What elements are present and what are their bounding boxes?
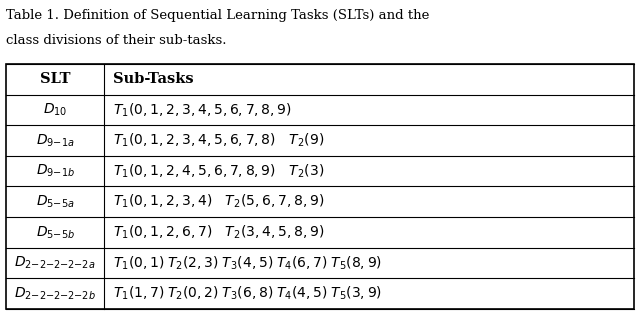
Text: $D_{2\mathrm{-}2\mathrm{-}2\mathrm{-}2\mathrm{-}2b}$: $D_{2\mathrm{-}2\mathrm{-}2\mathrm{-}2\m…	[14, 285, 96, 302]
Text: class divisions of their sub-tasks.: class divisions of their sub-tasks.	[6, 34, 227, 47]
Text: $T_1(0, 1)\; T_2(2, 3)\; T_3(4, 5)\; T_4(6, 7)\; T_5(8, 9)$: $T_1(0, 1)\; T_2(2, 3)\; T_3(4, 5)\; T_4…	[113, 254, 382, 272]
Text: $D_{10}$: $D_{10}$	[43, 102, 67, 118]
Bar	[6, 64, 634, 309]
Text: Table 1. Definition of Sequential Learning Tasks (SLTs) and the: Table 1. Definition of Sequential Learni…	[6, 9, 430, 22]
Text: $D_{5\mathrm{-}5a}$: $D_{5\mathrm{-}5a}$	[36, 193, 74, 210]
Text: SLT: SLT	[40, 72, 70, 86]
Text: $D_{5\mathrm{-}5b}$: $D_{5\mathrm{-}5b}$	[36, 224, 74, 241]
Text: $T_1(0, 1, 2, 6, 7)\quad T_2(3, 4, 5, 8, 9)$: $T_1(0, 1, 2, 6, 7)\quad T_2(3, 4, 5, 8,…	[113, 224, 324, 241]
Text: $D_{2\mathrm{-}2\mathrm{-}2\mathrm{-}2\mathrm{-}2a}$: $D_{2\mathrm{-}2\mathrm{-}2\mathrm{-}2\m…	[14, 255, 96, 271]
Text: $T_1(0, 1, 2, 3, 4, 5, 6, 7, 8, 9)$: $T_1(0, 1, 2, 3, 4, 5, 6, 7, 8, 9)$	[113, 101, 292, 119]
Text: $T_1(0, 1, 2, 3, 4, 5, 6, 7, 8)\quad T_2(9)$: $T_1(0, 1, 2, 3, 4, 5, 6, 7, 8)\quad T_2…	[113, 132, 324, 149]
Text: $D_{9\mathrm{-}1b}$: $D_{9\mathrm{-}1b}$	[36, 163, 74, 179]
Text: $T_1(1, 7)\; T_2(0, 2)\; T_3(6, 8)\; T_4(4, 5)\; T_5(3, 9)$: $T_1(1, 7)\; T_2(0, 2)\; T_3(6, 8)\; T_4…	[113, 285, 382, 302]
Text: $D_{9\mathrm{-}1a}$: $D_{9\mathrm{-}1a}$	[36, 132, 74, 149]
Text: $T_1(0, 1, 2, 3, 4)\quad T_2(5, 6, 7, 8, 9)$: $T_1(0, 1, 2, 3, 4)\quad T_2(5, 6, 7, 8,…	[113, 193, 324, 210]
Text: $T_1(0, 1, 2, 4, 5, 6, 7, 8, 9)\quad T_2(3)$: $T_1(0, 1, 2, 4, 5, 6, 7, 8, 9)\quad T_2…	[113, 163, 324, 180]
Text: Sub-Tasks: Sub-Tasks	[113, 72, 194, 86]
